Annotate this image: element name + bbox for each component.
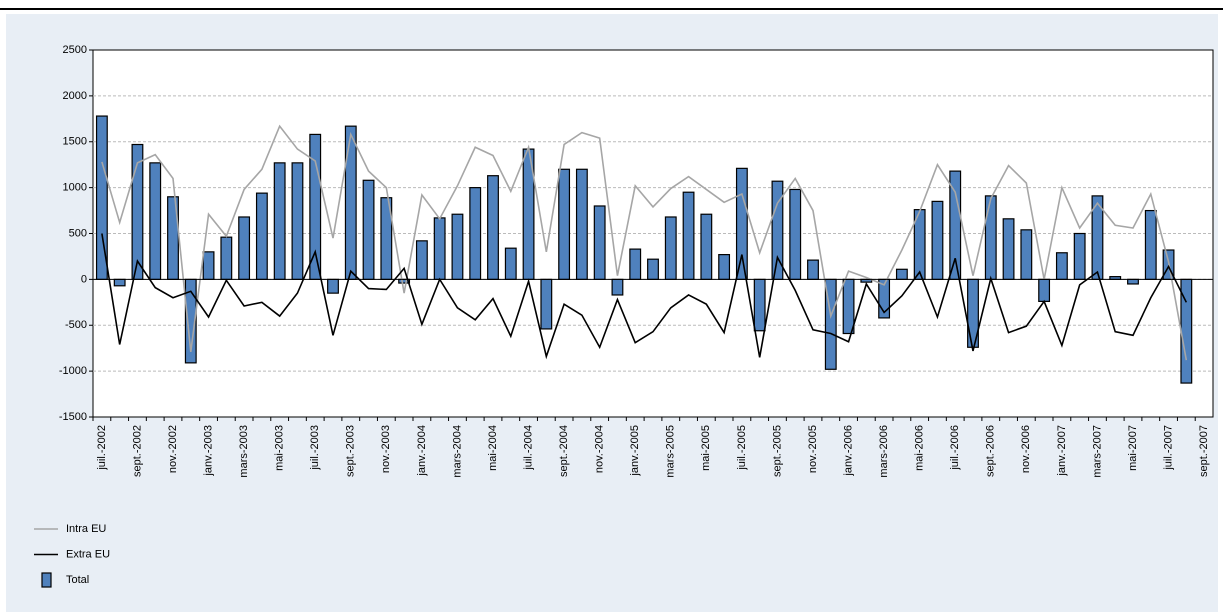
x-tick-label: juil.-2006 xyxy=(949,425,961,471)
y-tick-label: 0 xyxy=(81,273,87,285)
x-tick-label: janv.-2005 xyxy=(629,425,641,477)
x-tick-label: juil.-2007 xyxy=(1162,425,1174,471)
x-tick-label: nov.-2003 xyxy=(380,425,392,473)
legend-label: Extra EU xyxy=(66,548,110,560)
bar xyxy=(1038,278,1051,302)
bar xyxy=(238,216,251,280)
x-tick-label: nov.-2006 xyxy=(1020,425,1032,473)
bar xyxy=(611,278,624,296)
bar xyxy=(220,236,233,280)
x-tick-label: sept.-2006 xyxy=(985,425,997,477)
y-tick-label: -1000 xyxy=(59,365,87,377)
bar xyxy=(327,278,339,294)
x-tick-label: juil.-2004 xyxy=(522,425,534,471)
x-tick-label: juil.-2005 xyxy=(736,425,748,471)
bar xyxy=(433,217,446,280)
bar xyxy=(113,278,126,287)
line-series xyxy=(101,124,1188,361)
bar xyxy=(273,162,286,280)
bar xyxy=(469,187,482,280)
bar xyxy=(487,175,499,280)
x-tick-label: mai-2005 xyxy=(700,425,712,471)
bar xyxy=(1055,252,1068,280)
line-series xyxy=(101,233,1188,360)
bar xyxy=(842,278,855,335)
x-tick-label: nov.-2002 xyxy=(167,425,179,473)
bar xyxy=(682,191,695,280)
y-tick-label: 500 xyxy=(69,227,87,239)
bar xyxy=(593,205,606,280)
x-tick-label: sept.-2004 xyxy=(558,425,570,477)
x-tick-label: mars-2006 xyxy=(878,425,890,478)
bar xyxy=(1073,232,1086,280)
bar xyxy=(629,248,642,280)
y-tick-label: 2000 xyxy=(63,90,87,102)
bar xyxy=(700,213,713,280)
x-tick-label: mars-2007 xyxy=(1091,425,1103,478)
bar xyxy=(931,200,944,280)
bar xyxy=(309,133,322,280)
bar xyxy=(415,240,428,280)
bar xyxy=(451,213,464,280)
x-tick-label: nov.-2005 xyxy=(807,425,819,473)
x-tick-label: nov.-2004 xyxy=(594,425,606,473)
x-tick-label: juil.-2002 xyxy=(96,425,108,471)
legend-label: Intra EU xyxy=(66,523,106,535)
bar xyxy=(149,162,162,280)
x-tick-label: sept.-2003 xyxy=(345,425,357,477)
x-tick-label: mars-2003 xyxy=(238,425,250,478)
x-tick-label: janv.-2006 xyxy=(842,425,854,477)
bar xyxy=(1020,229,1033,280)
bar xyxy=(291,162,304,280)
bar xyxy=(735,167,748,280)
bar xyxy=(202,251,215,280)
bar xyxy=(344,125,357,280)
legend-swatch xyxy=(41,572,52,588)
x-tick-label: mai-2004 xyxy=(487,425,499,471)
bar xyxy=(895,268,908,280)
x-tick-label: mai-2007 xyxy=(1127,425,1139,471)
y-tick-label: -1500 xyxy=(59,411,87,423)
bar xyxy=(504,247,517,280)
bar xyxy=(789,188,802,280)
bar xyxy=(984,195,997,280)
x-tick-label: mai-2003 xyxy=(274,425,286,471)
bar xyxy=(1002,218,1015,280)
bar xyxy=(718,254,731,280)
legend-label: Total xyxy=(66,574,89,586)
x-tick-label: sept.-2002 xyxy=(131,425,143,477)
bar xyxy=(664,216,677,280)
bar xyxy=(255,192,268,280)
bar xyxy=(753,278,766,332)
x-tick-label: janv.-2003 xyxy=(202,425,214,477)
bar xyxy=(575,168,588,280)
y-tick-label: 1000 xyxy=(63,182,87,194)
x-tick-label: janv.-2004 xyxy=(416,425,428,477)
bar xyxy=(1144,209,1157,280)
y-tick-label: 1500 xyxy=(63,136,87,148)
x-tick-label: janv.-2007 xyxy=(1056,425,1068,477)
x-tick-label: mars-2004 xyxy=(451,425,463,478)
x-tick-label: sept.-2007 xyxy=(1198,425,1210,477)
y-tick-label: 2500 xyxy=(63,44,87,56)
bar xyxy=(647,258,659,280)
x-tick-label: mars-2005 xyxy=(665,425,677,478)
x-tick-label: mai-2006 xyxy=(914,425,926,471)
bar xyxy=(807,259,819,280)
x-tick-label: juil.-2003 xyxy=(309,425,321,471)
bar xyxy=(558,168,571,280)
bar xyxy=(1127,278,1139,285)
bar xyxy=(362,179,375,280)
y-tick-label: -500 xyxy=(65,319,87,331)
x-tick-label: sept.-2005 xyxy=(771,425,783,477)
bar xyxy=(540,278,553,330)
